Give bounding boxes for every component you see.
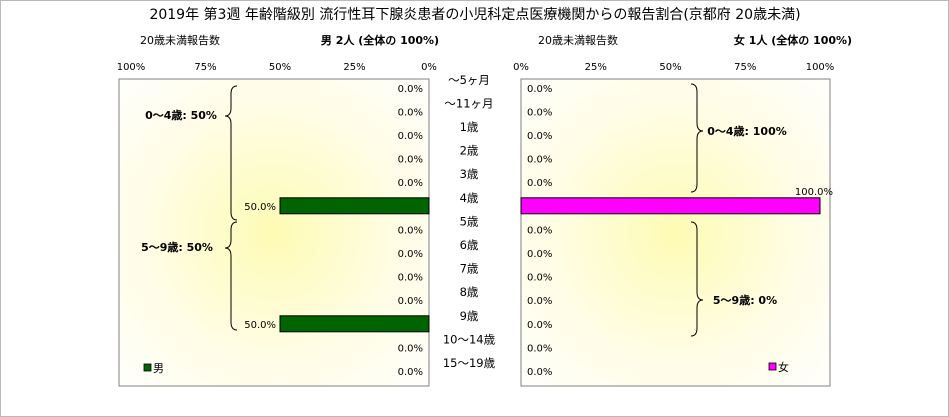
left-x-tick: 25%: [343, 62, 365, 73]
male-data-label: 0.0%: [398, 225, 423, 236]
right-header: 女 1人 (全体の 100%): [734, 33, 852, 47]
age-category-label: 9歳: [460, 309, 479, 323]
male-legend-label: 男: [153, 362, 164, 375]
age-category-label: 〜5ヶ月: [448, 73, 490, 87]
age-category-label: 4歳: [460, 191, 479, 205]
male-data-label: 0.0%: [398, 249, 423, 260]
age-category-label: 8歳: [460, 285, 479, 299]
age-category-label: 3歳: [460, 167, 479, 181]
female-data-label: 0.0%: [527, 107, 552, 118]
female-data-label: 0.0%: [527, 249, 552, 260]
age-category-label: 15〜19歳: [443, 356, 496, 370]
male-data-label: 0.0%: [398, 367, 423, 378]
female-data-label: 0.0%: [527, 131, 552, 142]
left-plot-area: [118, 78, 430, 387]
male-data-label: 0.0%: [398, 155, 423, 166]
right-x-tick: 25%: [585, 62, 607, 73]
chart-title: 2019年 第3週 年齢階級別 流行性耳下腺炎患者の小児科定点医療機関からの報告…: [149, 6, 800, 23]
male-legend-swatch: [143, 363, 152, 372]
right-x-axis: 0% 25% 50% 75% 100%: [513, 62, 834, 73]
age-category-label: 10〜14歳: [443, 332, 496, 346]
age-category-label: 7歳: [460, 262, 479, 276]
left-x-tick: 0%: [421, 62, 437, 73]
male-bar: [279, 315, 430, 333]
female-legend-label: 女: [778, 360, 789, 374]
male-bars: [279, 197, 430, 333]
male-data-label: 50.0%: [244, 320, 276, 331]
male-bar: [279, 197, 430, 215]
age-category-label: 〜11ヶ月: [444, 96, 493, 110]
female-data-label: 0.0%: [527, 367, 552, 378]
left-x-tick: 100%: [117, 62, 146, 73]
female-data-label: 0.0%: [527, 343, 552, 354]
right-subtitle: 20歳未満報告数: [538, 34, 618, 47]
age-category-axis: 〜5ヶ月〜11ヶ月 1歳 2歳 3歳 4歳 5歳 6歳 7歳 8歳 9歳 10〜14歳 15〜19歳: [443, 73, 496, 370]
female-bar: [520, 197, 821, 215]
right-group-label-0-4: 0〜4歳: 100%: [707, 124, 787, 138]
female-data-label: 0.0%: [527, 225, 552, 236]
male-data-label: 0.0%: [398, 178, 423, 189]
right-x-tick: 0%: [513, 62, 529, 73]
female-data-label: 0.0%: [527, 84, 552, 95]
left-brace-5-9: [224, 221, 238, 331]
right-brace-5-9: [690, 221, 704, 337]
right-brace-0-4: [690, 83, 704, 193]
female-legend-swatch: [768, 362, 777, 371]
age-category-label: 2歳: [460, 144, 479, 158]
female-data-label: 0.0%: [527, 320, 552, 331]
female-data-label: 0.0%: [527, 155, 552, 166]
left-x-tick: 50%: [269, 62, 291, 73]
right-x-tick: 50%: [659, 62, 681, 73]
male-data-label: 50.0%: [244, 202, 276, 213]
male-data-label: 0.0%: [398, 131, 423, 142]
left-x-tick: 75%: [194, 62, 216, 73]
age-category-label: 6歳: [460, 238, 479, 252]
female-bars: [520, 197, 821, 215]
female-data-label: 0.0%: [527, 273, 552, 284]
female-data-label: 100.0%: [795, 187, 833, 198]
left-group-label-0-4: 0〜4歳: 50%: [145, 108, 217, 122]
female-data-labels: 0.0% 0.0% 0.0% 0.0% 0.0% 100.0% 0.0% 0.0% 0.0% 0.…: [527, 84, 833, 378]
male-data-label: 0.0%: [398, 84, 423, 95]
male-data-label: 0.0%: [398, 296, 423, 307]
male-data-labels: 0.0% 0.0% 0.0% 0.0% 0.0% 50.0% 0.0% 0.0% 0.0% 0.0…: [244, 84, 423, 378]
left-brace-0-4: [224, 85, 238, 221]
male-data-label: 0.0%: [398, 107, 423, 118]
right-group-label-5-9: 5〜9歳: 0%: [713, 293, 777, 307]
right-x-tick: 100%: [806, 62, 835, 73]
female-data-label: 0.0%: [527, 296, 552, 307]
age-category-label: 1歳: [460, 120, 479, 134]
left-header: 男 2人 (全体の 100%): [321, 33, 439, 47]
female-data-label: 0.0%: [527, 178, 552, 189]
left-subtitle: 20歳未満報告数: [140, 34, 220, 47]
left-x-axis: 100% 75% 50% 25% 0%: [117, 62, 437, 73]
right-x-tick: 75%: [734, 62, 756, 73]
male-data-label: 0.0%: [398, 343, 423, 354]
age-category-label: 5歳: [460, 214, 479, 228]
male-data-label: 0.0%: [398, 273, 423, 284]
left-group-label-5-9: 5〜9歳: 50%: [141, 240, 213, 254]
right-plot-area: [520, 78, 831, 387]
